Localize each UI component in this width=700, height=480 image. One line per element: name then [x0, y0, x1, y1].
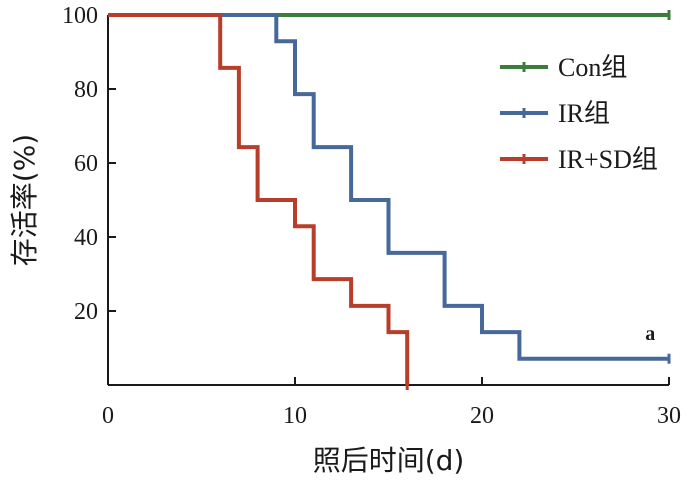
series-layer	[108, 10, 671, 390]
legend-label: IR组	[558, 99, 610, 128]
series-line-2	[108, 13, 410, 385]
annotations: a	[645, 323, 655, 345]
legend: Con组 IR组 IR+SD组	[500, 53, 658, 174]
axes	[107, 15, 669, 386]
x-axis-title: 照后时间(d)	[313, 444, 465, 477]
y-tick-label: 80	[74, 77, 98, 103]
x-tick-label: 30	[657, 403, 681, 429]
ticks: 0 10 20 30 20 40 60 80 100	[62, 3, 681, 429]
y-tick-label: 40	[74, 225, 98, 251]
y-tick-label: 100	[62, 3, 98, 29]
x-tick-label: 10	[283, 403, 307, 429]
series-line-1	[108, 13, 669, 361]
y-tick-label: 60	[74, 151, 98, 177]
y-axis-title: 存活率(%)	[8, 134, 41, 266]
x-tick-label: 0	[102, 403, 114, 429]
y-tick-label: 20	[74, 299, 98, 325]
legend-label: Con组	[558, 53, 627, 82]
annotation-label: a	[645, 323, 655, 345]
x-tick-label: 20	[470, 403, 494, 429]
legend-label: IR+SD组	[558, 145, 658, 174]
